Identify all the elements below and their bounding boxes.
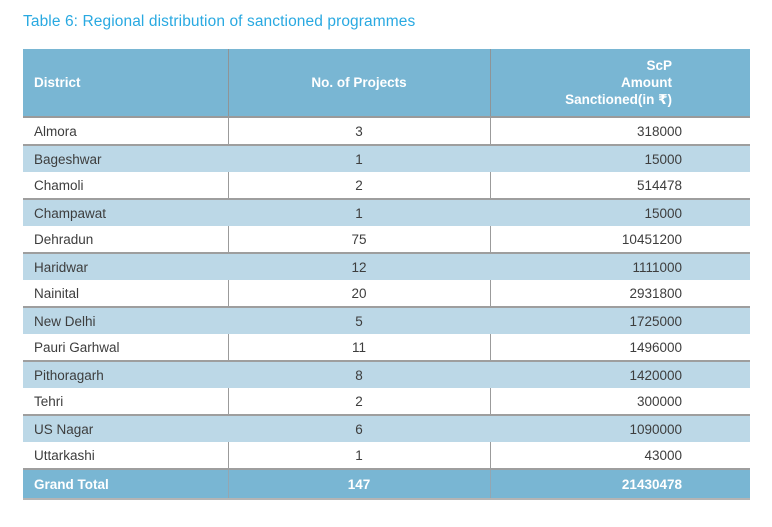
cell-district: US Nagar: [23, 414, 228, 442]
cell-district: Champawat: [23, 198, 228, 226]
cell-district: Haridwar: [23, 252, 228, 280]
cell-projects: 1: [228, 144, 490, 172]
header-line-amount: Amount: [621, 75, 672, 90]
cell-amount: 15000: [490, 198, 750, 226]
header-line-scp: ScP: [646, 58, 672, 73]
cell-projects: 1: [228, 198, 490, 226]
cell-amount: 1111000: [490, 252, 750, 280]
cell-projects: 6: [228, 414, 490, 442]
cell-projects: 20: [227, 280, 490, 307]
regional-distribution-table: District No. of Projects ScP Amount Sanc…: [23, 49, 750, 500]
table-row: Chamoli 2 514478: [23, 172, 750, 199]
table-body: Almora 3 318000 Bageshwar 1 15000 Chamoli 2 5144…: [23, 117, 750, 469]
cell-district: Bageshwar: [23, 144, 228, 172]
table-row: Pauri Garhwal 11 1496000: [23, 334, 750, 361]
cell-district: Pithoragarh: [23, 360, 228, 388]
table-title: Table 6: Regional distribution of sancti…: [23, 13, 416, 30]
table-row: Bageshwar 1 15000: [23, 144, 750, 172]
table-row: New Delhi 5 1725000: [23, 306, 750, 334]
grand-total-amount: 21430478: [489, 468, 750, 500]
cell-amount: 2931800: [489, 280, 750, 307]
table-row: Haridwar 12 1111000: [23, 252, 750, 280]
column-header-projects: No. of Projects: [227, 49, 490, 118]
cell-district: Pauri Garhwal: [23, 334, 228, 361]
cell-projects: 3: [227, 117, 490, 145]
table-row: Pithoragarh 8 1420000: [23, 360, 750, 388]
cell-amount: 1496000: [489, 334, 750, 361]
table-row: Nainital 20 2931800: [23, 280, 750, 307]
cell-amount: 43000: [489, 442, 750, 469]
cell-amount: 15000: [490, 144, 750, 172]
header-row: District No. of Projects ScP Amount Sanc…: [23, 49, 750, 118]
table-row: Tehri 2 300000: [23, 388, 750, 415]
cell-amount: 318000: [489, 117, 750, 145]
cell-district: Uttarkashi: [23, 442, 228, 469]
cell-district: Nainital: [23, 280, 228, 307]
cell-district: Almora: [23, 117, 228, 145]
cell-projects: 1: [227, 442, 490, 469]
table-header: District No. of Projects ScP Amount Sanc…: [23, 49, 750, 118]
grand-total-projects: 147: [227, 468, 490, 500]
table-row: Almora 3 318000: [23, 117, 750, 145]
cell-projects: 8: [228, 360, 490, 388]
column-header-amount: ScP Amount Sanctioned(in ₹): [489, 49, 750, 118]
cell-projects: 5: [228, 306, 490, 334]
cell-amount: 300000: [489, 388, 750, 415]
table-row: Champawat 1 15000: [23, 198, 750, 226]
cell-projects: 75: [227, 226, 490, 253]
cell-projects: 2: [227, 388, 490, 415]
grand-total-row: Grand Total 147 21430478: [23, 468, 750, 500]
header-line-sanctioned: Sanctioned(in ₹): [565, 92, 672, 107]
cell-projects: 2: [227, 172, 490, 199]
cell-amount: 1420000: [490, 360, 750, 388]
cell-amount: 1090000: [490, 414, 750, 442]
cell-district: Tehri: [23, 388, 228, 415]
cell-district: Dehradun: [23, 226, 228, 253]
cell-amount: 10451200: [489, 226, 750, 253]
table-row: US Nagar 6 1090000: [23, 414, 750, 442]
table-row: Dehradun 75 10451200: [23, 226, 750, 253]
cell-amount: 1725000: [490, 306, 750, 334]
cell-district: New Delhi: [23, 306, 228, 334]
table-footer: Grand Total 147 21430478: [23, 468, 750, 500]
grand-total-label: Grand Total: [23, 468, 228, 500]
cell-district: Chamoli: [23, 172, 228, 199]
cell-amount: 514478: [489, 172, 750, 199]
table-row: Uttarkashi 1 43000: [23, 442, 750, 469]
cell-projects: 12: [228, 252, 490, 280]
cell-projects: 11: [227, 334, 490, 361]
column-header-district: District: [23, 49, 228, 118]
